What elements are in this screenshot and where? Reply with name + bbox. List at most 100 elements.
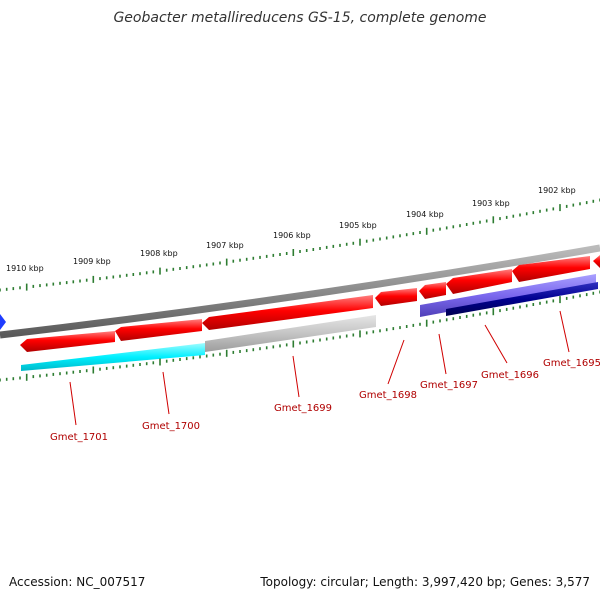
outer-scale-tick <box>159 267 161 275</box>
outer-scale-tick <box>392 235 395 239</box>
outer-scale-tick <box>579 202 581 206</box>
gene-arrow-gmet-1699 <box>202 295 373 330</box>
outer-scale-tick <box>532 211 535 215</box>
inner-scale-tick <box>59 372 61 376</box>
outer-scale-tick <box>305 249 308 252</box>
gene-label-gmet-1698: Gmet_1698 <box>359 390 417 401</box>
leader-gmet-1699 <box>292 355 300 398</box>
outer-scale-tick <box>539 209 541 213</box>
outer-scale-tick <box>165 268 168 272</box>
genome-backbone <box>0 244 600 339</box>
inner-scale-tick <box>72 370 75 374</box>
genome-title: Geobacter metallireducens GS-15, complet… <box>113 10 487 26</box>
outer-scale-tick <box>25 283 28 291</box>
inner-scale-tick <box>385 328 388 332</box>
outer-scale-tick <box>272 253 275 257</box>
outer-scale-tick <box>125 273 128 277</box>
leader-gmet-1698 <box>387 339 405 385</box>
outer-scale-tick <box>152 270 155 274</box>
inner-scale-tick <box>299 341 301 345</box>
outer-scale-tick <box>179 267 181 270</box>
inner-scale-tick <box>39 374 41 378</box>
outer-scale-tick <box>499 217 501 221</box>
outer-scale-tick <box>419 231 421 234</box>
outer-scale-tick <box>379 237 381 241</box>
inner-scale-tick <box>52 372 55 376</box>
outer-scale-tick <box>519 213 521 217</box>
outer-scale-tick <box>372 238 375 242</box>
outer-scale-tick <box>485 219 488 223</box>
outer-scale-tick <box>279 253 281 256</box>
gene-label-gmet-1696: Gmet_1696 <box>481 370 539 381</box>
inner-scale-tick <box>132 363 135 367</box>
inner-scale-tick <box>465 314 468 318</box>
outer-scale-tick <box>492 216 495 224</box>
outer-scale-tick <box>112 275 115 279</box>
outer-scale-tick <box>345 242 348 246</box>
outer-scale-tick <box>232 259 235 263</box>
feature-track <box>21 274 598 371</box>
outer-scale-tick <box>525 212 528 216</box>
inner-scale-tick <box>485 311 488 315</box>
inner-scale-tick <box>325 337 328 341</box>
outer-scale-tick <box>339 243 341 247</box>
inner-scale-tick <box>5 377 8 381</box>
inner-scale-tick <box>472 313 475 317</box>
outer-scale-tick <box>72 280 75 284</box>
outer-scale-tick <box>99 277 101 281</box>
inner-scale-tick <box>145 362 148 366</box>
outer-scale-tick <box>199 264 201 268</box>
inner-scale-tick <box>539 301 541 305</box>
gene-label-gmet-1701: Gmet_1701 <box>50 432 108 443</box>
inner-scale-tick <box>105 366 108 370</box>
inner-scale-tick <box>432 320 435 324</box>
inner-scale-tick <box>459 316 461 319</box>
inner-scale-tick <box>512 306 515 310</box>
scale-label-1902: 1902 kbp <box>538 186 576 195</box>
outer-scale-tick <box>319 247 321 250</box>
outer-scale-tick <box>572 203 575 207</box>
inner-scale-tick <box>139 363 141 366</box>
inner-scale-tick <box>579 294 581 298</box>
label-leaders <box>69 310 570 426</box>
genome-summary-text: Topology: circular; Length: 3,997,420 bp… <box>260 575 590 589</box>
inner-scale-tick <box>525 304 528 308</box>
outer-scale-tick <box>0 288 1 292</box>
inner-scale-tick <box>245 349 248 353</box>
inner-scale-tick <box>372 330 375 334</box>
outer-scale-tick <box>385 236 388 240</box>
outer-scale-tick <box>479 220 481 224</box>
inner-scale-tick <box>439 319 441 323</box>
outer-scale-tick <box>585 201 588 205</box>
leader-gmet-1701 <box>69 381 77 426</box>
scale-label-1909: 1909 kbp <box>73 257 111 266</box>
inner-scale-tick <box>545 300 548 304</box>
outer-scale-tick <box>265 254 268 258</box>
outer-scale-tick <box>325 245 328 249</box>
outer-scale-tick <box>432 228 435 232</box>
outer-scale-tick <box>212 262 215 266</box>
inner-scale-tick <box>419 322 421 326</box>
outer-scale-tick <box>259 255 261 259</box>
gene-arrow-gmet-1695 <box>512 256 590 282</box>
outer-scale-tick <box>299 250 301 253</box>
inner-scale-tick <box>559 296 561 304</box>
inner-scale-tick <box>292 340 295 348</box>
inner-scale-tick <box>192 356 195 360</box>
outer-scale-tick <box>352 241 355 245</box>
inner-scale-tick <box>499 309 501 313</box>
inner-scale-tick <box>339 335 341 339</box>
outer-scale-tick <box>399 234 401 238</box>
gene-labels: Gmet_1701 Gmet_1700 Gmet_1699 Gmet_1698 … <box>50 358 600 443</box>
gene-arrow-gmet-1700 <box>115 319 202 341</box>
scale-labels: 1910 kbp 1909 kbp 1908 kbp 1907 kbp 1906… <box>6 186 576 273</box>
outer-scale-tick <box>565 204 568 208</box>
outer-scale-tick <box>312 248 315 251</box>
inner-scale-tick <box>165 359 168 363</box>
inner-scale-tick <box>405 325 408 328</box>
inner-scale-tick <box>425 319 428 327</box>
inner-scale-tick <box>519 305 521 309</box>
inner-scale-tick <box>285 343 288 347</box>
outer-scale-tick <box>172 267 175 271</box>
